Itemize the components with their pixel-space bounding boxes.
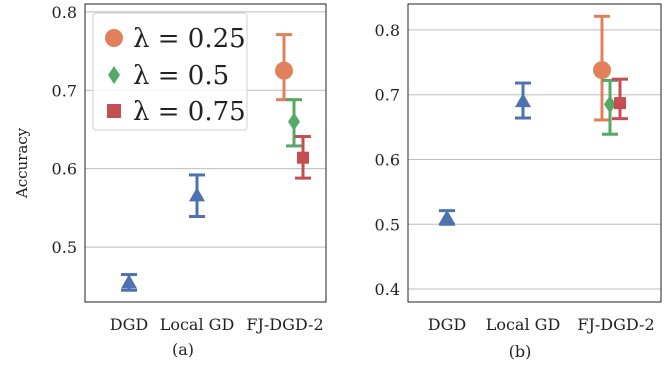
y-tick-label: 0.4 xyxy=(375,280,400,299)
x-tick-label: FJ-DGD-2 xyxy=(246,315,323,334)
y-tick-label: 0.5 xyxy=(52,238,77,257)
data-point-triangle xyxy=(121,274,137,289)
data-point-triangle xyxy=(515,93,531,108)
legend-box xyxy=(92,12,248,131)
data-point-square xyxy=(614,97,626,110)
data-point-diamond xyxy=(288,112,300,131)
x-tick-label: Local GD xyxy=(160,315,235,334)
y-tick-label: 0.6 xyxy=(52,160,77,179)
y-tick-label: 0.8 xyxy=(52,3,77,22)
data-point-circle xyxy=(275,61,293,80)
panel-label: (b) xyxy=(509,342,532,361)
data-point-square xyxy=(297,151,309,164)
plot-frame xyxy=(407,3,662,303)
x-tick-label: DGD xyxy=(110,315,148,334)
data-point-circle xyxy=(593,61,611,80)
y-tick-label: 0.5 xyxy=(375,215,400,234)
y-tick-label: 0.7 xyxy=(52,81,77,100)
legend-label: λ = 0.75 xyxy=(133,97,246,127)
x-tick-label: Local GD xyxy=(486,315,561,334)
legend-marker-diamond xyxy=(108,66,120,84)
panel-label: (a) xyxy=(172,340,194,359)
data-point-triangle xyxy=(439,209,455,224)
legend-marker-square xyxy=(107,104,121,118)
y-tick-label: 0.7 xyxy=(375,86,400,105)
legend-marker-circle xyxy=(105,29,123,47)
x-tick-label: DGD xyxy=(428,315,466,334)
legend-label: λ = 0.5 xyxy=(133,61,229,91)
legend: λ = 0.25 λ = 0.5 λ = 0.75 xyxy=(92,12,248,131)
x-tick-label: FJ-DGD-2 xyxy=(577,315,654,334)
chart-panel-a: 0.5 0.6 0.7 0.8 DGD Local GD FJ-DGD-2 Accuracy (… xyxy=(13,3,327,359)
y-tick-label: 0.8 xyxy=(375,21,400,40)
plot-frame xyxy=(84,3,327,303)
y-tick-label: 0.6 xyxy=(375,150,400,169)
legend-label: λ = 0.25 xyxy=(133,24,246,54)
data-point-triangle xyxy=(189,187,205,202)
data-point-diamond xyxy=(604,95,616,114)
y-axis-label: Accuracy xyxy=(13,127,31,199)
chart-panel-b: 0.4 0.5 0.6 0.7 0.8 DGD Local GD FJ-DGD-2 (b) xyxy=(375,3,662,361)
